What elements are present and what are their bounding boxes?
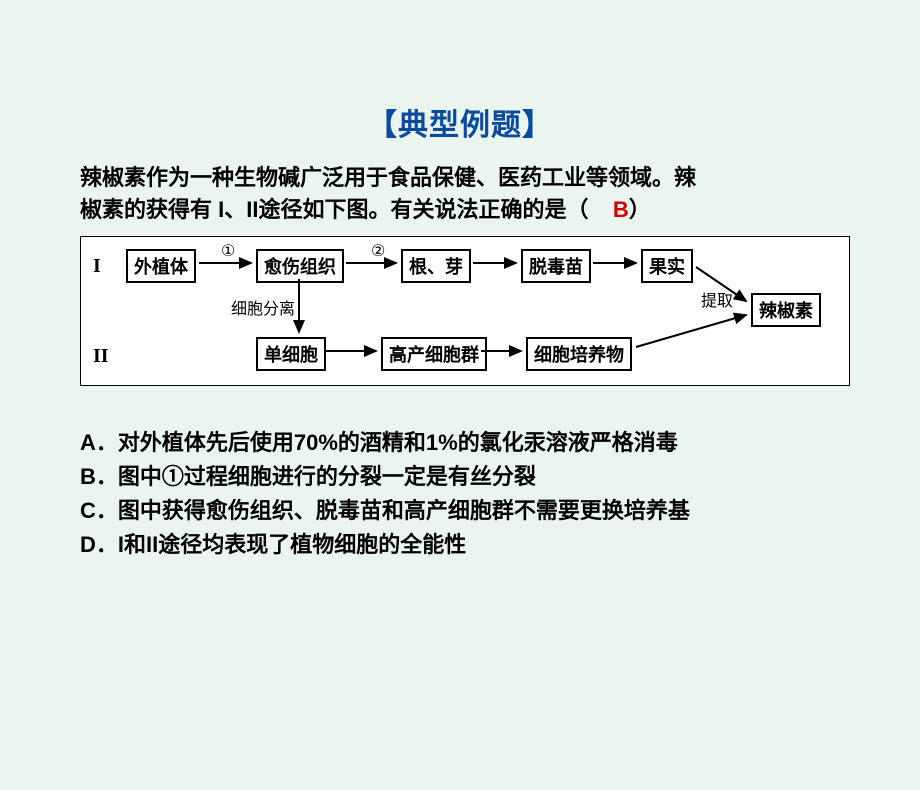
option-c: C．图中获得愈伤组织、脱毒苗和高产细胞群不需要更换培养基 bbox=[80, 494, 850, 528]
node-tudu: 脱毒苗 bbox=[521, 249, 591, 283]
flow-diagram: I II 外植体 愈伤组织 根、芽 脱毒苗 果实 单细胞 高产细胞群 细胞培养物… bbox=[80, 236, 850, 386]
node-genya: 根、芽 bbox=[401, 249, 471, 283]
option-b: B．图中①过程细胞进行的分裂一定是有丝分裂 bbox=[80, 460, 850, 494]
node-guoshi: 果实 bbox=[641, 249, 693, 283]
node-peiyang: 细胞培养物 bbox=[526, 337, 632, 371]
node-yushang: 愈伤组织 bbox=[256, 249, 344, 283]
label-circ2: ② bbox=[371, 241, 385, 261]
row-label-2: II bbox=[93, 345, 109, 368]
option-a: A．对外植体先后使用70%的酒精和1%的氯化汞溶液严格消毒 bbox=[80, 426, 850, 460]
question-text: 辣椒素作为一种生物碱广泛用于食品保健、医药工业等领域。辣 椒素的获得有 I、II… bbox=[80, 162, 850, 226]
answer-options: A．对外植体先后使用70%的酒精和1%的氯化汞溶液严格消毒 B．图中①过程细胞进… bbox=[80, 426, 850, 562]
node-waizhi: 外植体 bbox=[126, 249, 196, 283]
node-danxibao: 单细胞 bbox=[256, 337, 326, 371]
row-label-1: I bbox=[93, 255, 101, 278]
node-gaochan: 高产细胞群 bbox=[381, 337, 487, 371]
answer-letter: B bbox=[613, 197, 629, 222]
node-lajiaosu: 辣椒素 bbox=[751, 293, 821, 327]
question-line1: 辣椒素作为一种生物碱广泛用于食品保健、医药工业等领域。辣 bbox=[80, 165, 696, 190]
label-circ1: ① bbox=[221, 241, 235, 261]
question-line2b: ） bbox=[629, 197, 651, 222]
option-d: D．I和II途径均表现了植物细胞的全能性 bbox=[80, 528, 850, 562]
question-line2a: 椒素的获得有 I、II途径如下图。有关说法正确的是（ bbox=[80, 197, 588, 222]
section-title: 【典型例题】 bbox=[0, 100, 920, 144]
label-xibaofenli: 细胞分离 bbox=[231, 295, 295, 319]
label-tiqu: 提取 bbox=[701, 287, 733, 311]
